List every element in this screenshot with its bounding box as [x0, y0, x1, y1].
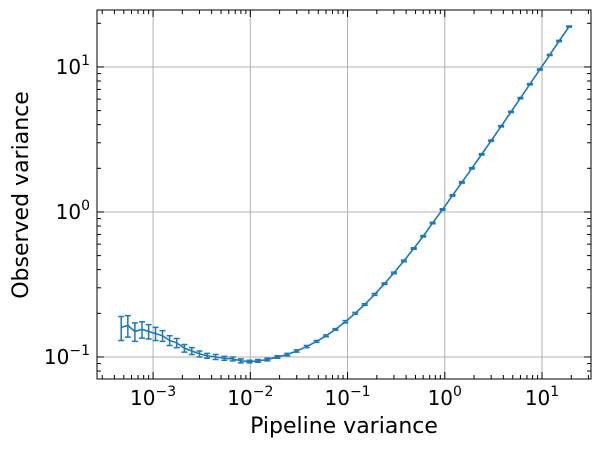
x-tick-label: 10−3 [130, 384, 176, 410]
tick-base: 10 [56, 55, 81, 79]
tick-base: 10 [130, 386, 155, 410]
error-bar [145, 323, 152, 340]
error-bar [152, 326, 159, 342]
y-tick-label: 101 [56, 53, 90, 79]
error-bar [468, 166, 475, 170]
error-bar [478, 152, 485, 156]
error-bar [332, 327, 339, 331]
tick-exponent: −1 [350, 384, 371, 400]
error-bar [381, 282, 388, 286]
error-bar [458, 180, 465, 184]
error-bar [264, 357, 271, 362]
error-bar [237, 358, 244, 364]
error-bar [293, 349, 300, 353]
error-bar [429, 221, 436, 225]
tick-exponent: 0 [453, 384, 462, 400]
error-bar [173, 337, 180, 349]
error-bar [255, 358, 262, 363]
error-bar [420, 234, 427, 238]
tick-base: 10 [325, 386, 350, 410]
error-bar [342, 319, 349, 324]
x-tick-label: 10−2 [227, 384, 273, 410]
error-bar [118, 315, 125, 342]
error-bar [303, 344, 310, 349]
error-bar [159, 329, 166, 343]
error-bar [181, 343, 188, 353]
tick-exponent: 1 [550, 384, 559, 400]
y-tick-label: 10−1 [44, 343, 90, 369]
error-bar [498, 124, 505, 128]
tick-exponent: 0 [81, 198, 90, 214]
error-bar [488, 139, 495, 143]
error-bar [352, 311, 359, 316]
error-bar [556, 39, 563, 43]
error-bar [196, 350, 203, 358]
error-bar [246, 359, 253, 364]
error-bar [400, 259, 407, 263]
error-bar [322, 334, 329, 338]
error-bar [274, 354, 281, 360]
error-bar [212, 353, 219, 361]
error-bar [371, 292, 378, 297]
x-tick-label: 101 [525, 384, 559, 410]
error-bar [508, 110, 515, 114]
error-bar [410, 246, 417, 251]
x-tick-label: 100 [428, 384, 462, 410]
error-bar [124, 314, 131, 338]
plot-frame [96, 9, 592, 380]
error-bar [188, 346, 195, 356]
error-bar [204, 352, 211, 360]
tick-base: 10 [227, 386, 252, 410]
error-bar [449, 193, 456, 197]
error-bar [361, 302, 368, 307]
y-tick-label: 100 [56, 198, 90, 224]
error-bar [546, 53, 553, 57]
tick-base: 10 [56, 200, 81, 224]
x-axis-label: Pipeline variance [250, 414, 438, 439]
tick-base: 10 [525, 386, 550, 410]
error-bar [536, 68, 543, 71]
tick-exponent: −3 [155, 384, 176, 400]
error-bar [221, 355, 228, 361]
error-bar [313, 339, 320, 344]
error-bar [229, 356, 236, 362]
error-bar [166, 335, 173, 347]
tick-exponent: −2 [253, 384, 274, 400]
tick-exponent: 1 [81, 53, 90, 69]
error-bar [139, 320, 146, 339]
x-tick-label: 10−1 [325, 384, 371, 410]
error-bar [284, 352, 291, 357]
error-bar [517, 96, 524, 100]
tick-exponent: −1 [69, 343, 90, 359]
error-bar [526, 82, 533, 86]
error-bar [131, 322, 138, 343]
data-line [120, 26, 570, 363]
tick-base: 10 [428, 386, 453, 410]
y-axis-label: Observed variance [9, 91, 34, 299]
tick-base: 10 [44, 345, 69, 369]
error-bar [566, 25, 573, 28]
error-bar [390, 271, 397, 275]
error-bar [439, 208, 446, 211]
